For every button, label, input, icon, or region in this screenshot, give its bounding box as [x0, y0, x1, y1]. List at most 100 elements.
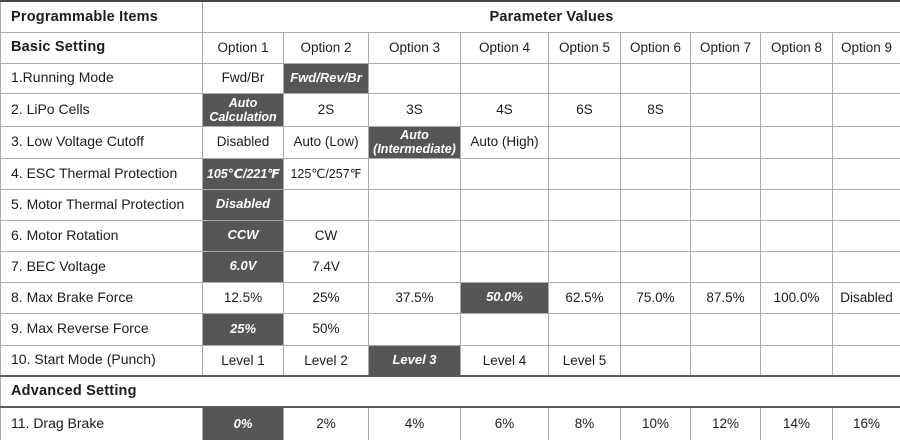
param-cell: 12.5%	[202, 281, 284, 314]
param-cell	[690, 92, 761, 127]
param-cell: 62.5%	[548, 281, 621, 314]
param-cell	[760, 157, 833, 190]
option-header: Option 5	[548, 31, 621, 64]
basic-setting-header: Basic Setting	[0, 31, 203, 64]
esc-thermal-row: 4. ESC Thermal Protection 105℃/221℉ 125℃…	[0, 157, 900, 190]
param-cell-selected: Auto Calculation	[202, 92, 284, 127]
option-header: Option 6	[620, 31, 691, 64]
param-cell: 12%	[690, 406, 761, 440]
param-cell	[548, 157, 621, 190]
param-cell: Disabled	[202, 125, 284, 159]
param-cell: 6%	[460, 406, 549, 440]
param-cell	[368, 157, 461, 190]
param-cell	[760, 125, 833, 159]
lipo-cells-row: 2. LiPo Cells Auto Calculation 2S 3S 4S …	[0, 92, 900, 127]
param-cell: 8S	[620, 92, 691, 127]
param-cell	[690, 219, 761, 252]
param-cell-selected: Disabled	[202, 188, 284, 221]
param-cell: 6S	[548, 92, 621, 127]
param-cell: 7.4V	[283, 250, 369, 283]
param-cell: 125℃/257℉	[283, 157, 369, 190]
param-cell	[368, 62, 461, 94]
param-cell-selected: Fwd/Rev/Br	[283, 62, 369, 94]
param-cell	[831, 125, 900, 159]
option-header: Option 7	[690, 31, 761, 64]
param-cell: CW	[283, 219, 369, 252]
param-cell: 50%	[283, 312, 369, 346]
param-cell	[760, 312, 833, 346]
param-cell	[620, 157, 691, 190]
param-cell	[620, 312, 691, 346]
param-cell	[831, 157, 900, 190]
param-cell: Level 2	[283, 344, 369, 377]
param-cell: Fwd/Br	[202, 62, 284, 94]
param-cell	[831, 62, 900, 94]
param-cell-selected: Auto (Intermediate)	[368, 125, 461, 159]
param-cell	[460, 250, 549, 283]
option-header: Option 9	[831, 31, 900, 64]
param-cell	[760, 219, 833, 252]
param-cell	[831, 250, 900, 283]
bec-voltage-row: 7. BEC Voltage 6.0V 7.4V	[0, 250, 900, 283]
param-cell	[690, 157, 761, 190]
param-cell	[690, 62, 761, 94]
param-cell	[460, 188, 549, 221]
param-cell	[620, 188, 691, 221]
param-cell: 4%	[368, 406, 461, 440]
param-cell	[460, 312, 549, 346]
param-cell	[690, 188, 761, 221]
parameter-values-header: Parameter Values	[201, 0, 900, 33]
row-label: 4. ESC Thermal Protection	[0, 157, 203, 190]
row-label: 11. Drag Brake	[0, 406, 203, 440]
param-cell: 2S	[283, 92, 369, 127]
param-cell	[831, 188, 900, 221]
param-cell	[831, 92, 900, 127]
row-label: 7. BEC Voltage	[0, 250, 203, 283]
param-cell	[368, 188, 461, 221]
param-cell: 8%	[548, 406, 621, 440]
param-cell: 14%	[760, 406, 833, 440]
param-cell	[368, 219, 461, 252]
param-cell: 4S	[460, 92, 549, 127]
param-cell	[548, 312, 621, 346]
row-label: 5. Motor Thermal Protection	[0, 188, 203, 221]
param-cell	[760, 250, 833, 283]
param-cell-selected: 0%	[202, 406, 284, 440]
option-header: Option 1	[202, 31, 284, 64]
param-cell-selected: 105℃/221℉	[202, 157, 284, 190]
param-cell-selected: 50.0%	[460, 281, 549, 314]
param-cell	[548, 219, 621, 252]
param-cell: Level 4	[460, 344, 549, 377]
param-cell: 16%	[831, 406, 900, 440]
programmable-items-header: Programmable Items	[0, 0, 203, 33]
row-label: 9. Max Reverse Force	[0, 312, 203, 346]
param-cell	[760, 92, 833, 127]
advanced-setting-header: Advanced Setting	[0, 375, 900, 408]
option-header: Option 8	[760, 31, 833, 64]
motor-rotation-row: 6. Motor Rotation CCW CW	[0, 219, 900, 252]
param-cell-selected: CCW	[202, 219, 284, 252]
param-cell	[548, 250, 621, 283]
param-cell	[620, 219, 691, 252]
max-brake-force-row: 8. Max Brake Force 12.5% 25% 37.5% 50.0%…	[0, 281, 900, 314]
param-cell: 75.0%	[620, 281, 691, 314]
param-cell	[368, 250, 461, 283]
param-cell: 37.5%	[368, 281, 461, 314]
drag-brake-row: 11. Drag Brake 0% 2% 4% 6% 8% 10% 12% 14…	[0, 406, 900, 440]
param-cell: Disabled	[831, 281, 900, 314]
param-cell	[460, 219, 549, 252]
param-cell-selected: 25%	[202, 312, 284, 346]
row-label: 6. Motor Rotation	[0, 219, 203, 252]
param-cell: 2%	[283, 406, 369, 440]
basic-setting-row: Basic Setting Option 1 Option 2 Option 3…	[0, 31, 900, 64]
param-cell	[620, 344, 691, 377]
motor-thermal-row: 5. Motor Thermal Protection Disabled	[0, 188, 900, 221]
param-cell: Level 5	[548, 344, 621, 377]
param-cell	[831, 219, 900, 252]
param-cell: Auto (High)	[460, 125, 549, 159]
param-cell: 10%	[620, 406, 691, 440]
option-header: Option 4	[460, 31, 549, 64]
row-label: 8. Max Brake Force	[0, 281, 203, 314]
param-cell	[548, 62, 621, 94]
